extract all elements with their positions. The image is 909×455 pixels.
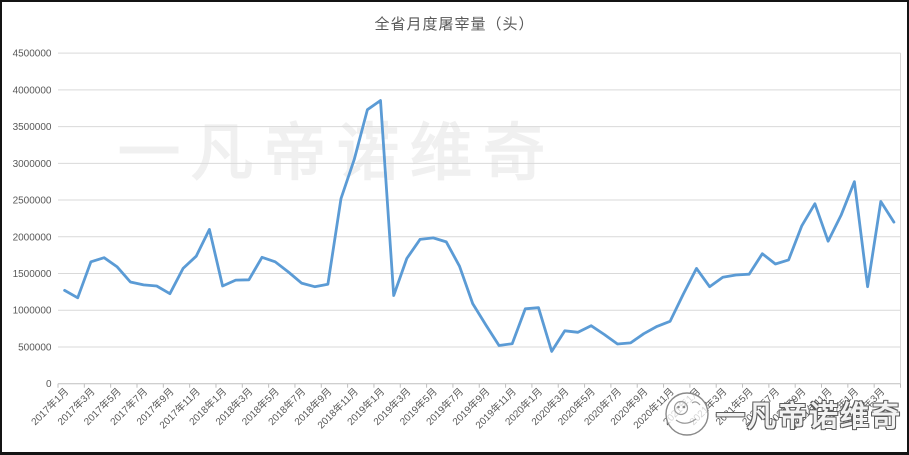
y-axis-tick-label: 2500000 (13, 196, 52, 207)
series-group (63, 99, 896, 353)
slaughter-volume-line-series (63, 99, 896, 353)
y-axis-tick-label: 0 (46, 379, 52, 390)
y-axis-labels-group: 0 500000 1000000 1500000 2000000 2500000 30000… (13, 49, 52, 391)
y-axis-tick-label: 4000000 (13, 85, 52, 96)
y-axis-tick-label: 4500000 (13, 49, 52, 60)
watermark-logo-icon (665, 392, 709, 436)
y-axis-tick-label: 1000000 (13, 306, 52, 317)
y-axis-tick-label: 3500000 (13, 122, 52, 133)
y-axis-tick-label: 3000000 (13, 159, 52, 170)
x-axis-group (57, 383, 901, 388)
gridlines-group (58, 52, 901, 384)
y-axis-tick-label: 500000 (18, 342, 52, 353)
y-axis-tick-label: 2000000 (13, 232, 52, 243)
watermark-bottom-right: 一凡帝诺维奇 (662, 389, 902, 439)
watermark-text: 一凡帝诺维奇 (715, 401, 902, 433)
chart-title: 全省月度屠宰量（头） (374, 16, 535, 33)
y-axis-tick-label: 1500000 (13, 269, 52, 280)
watermark-center: 一凡帝诺维奇 (118, 119, 557, 188)
